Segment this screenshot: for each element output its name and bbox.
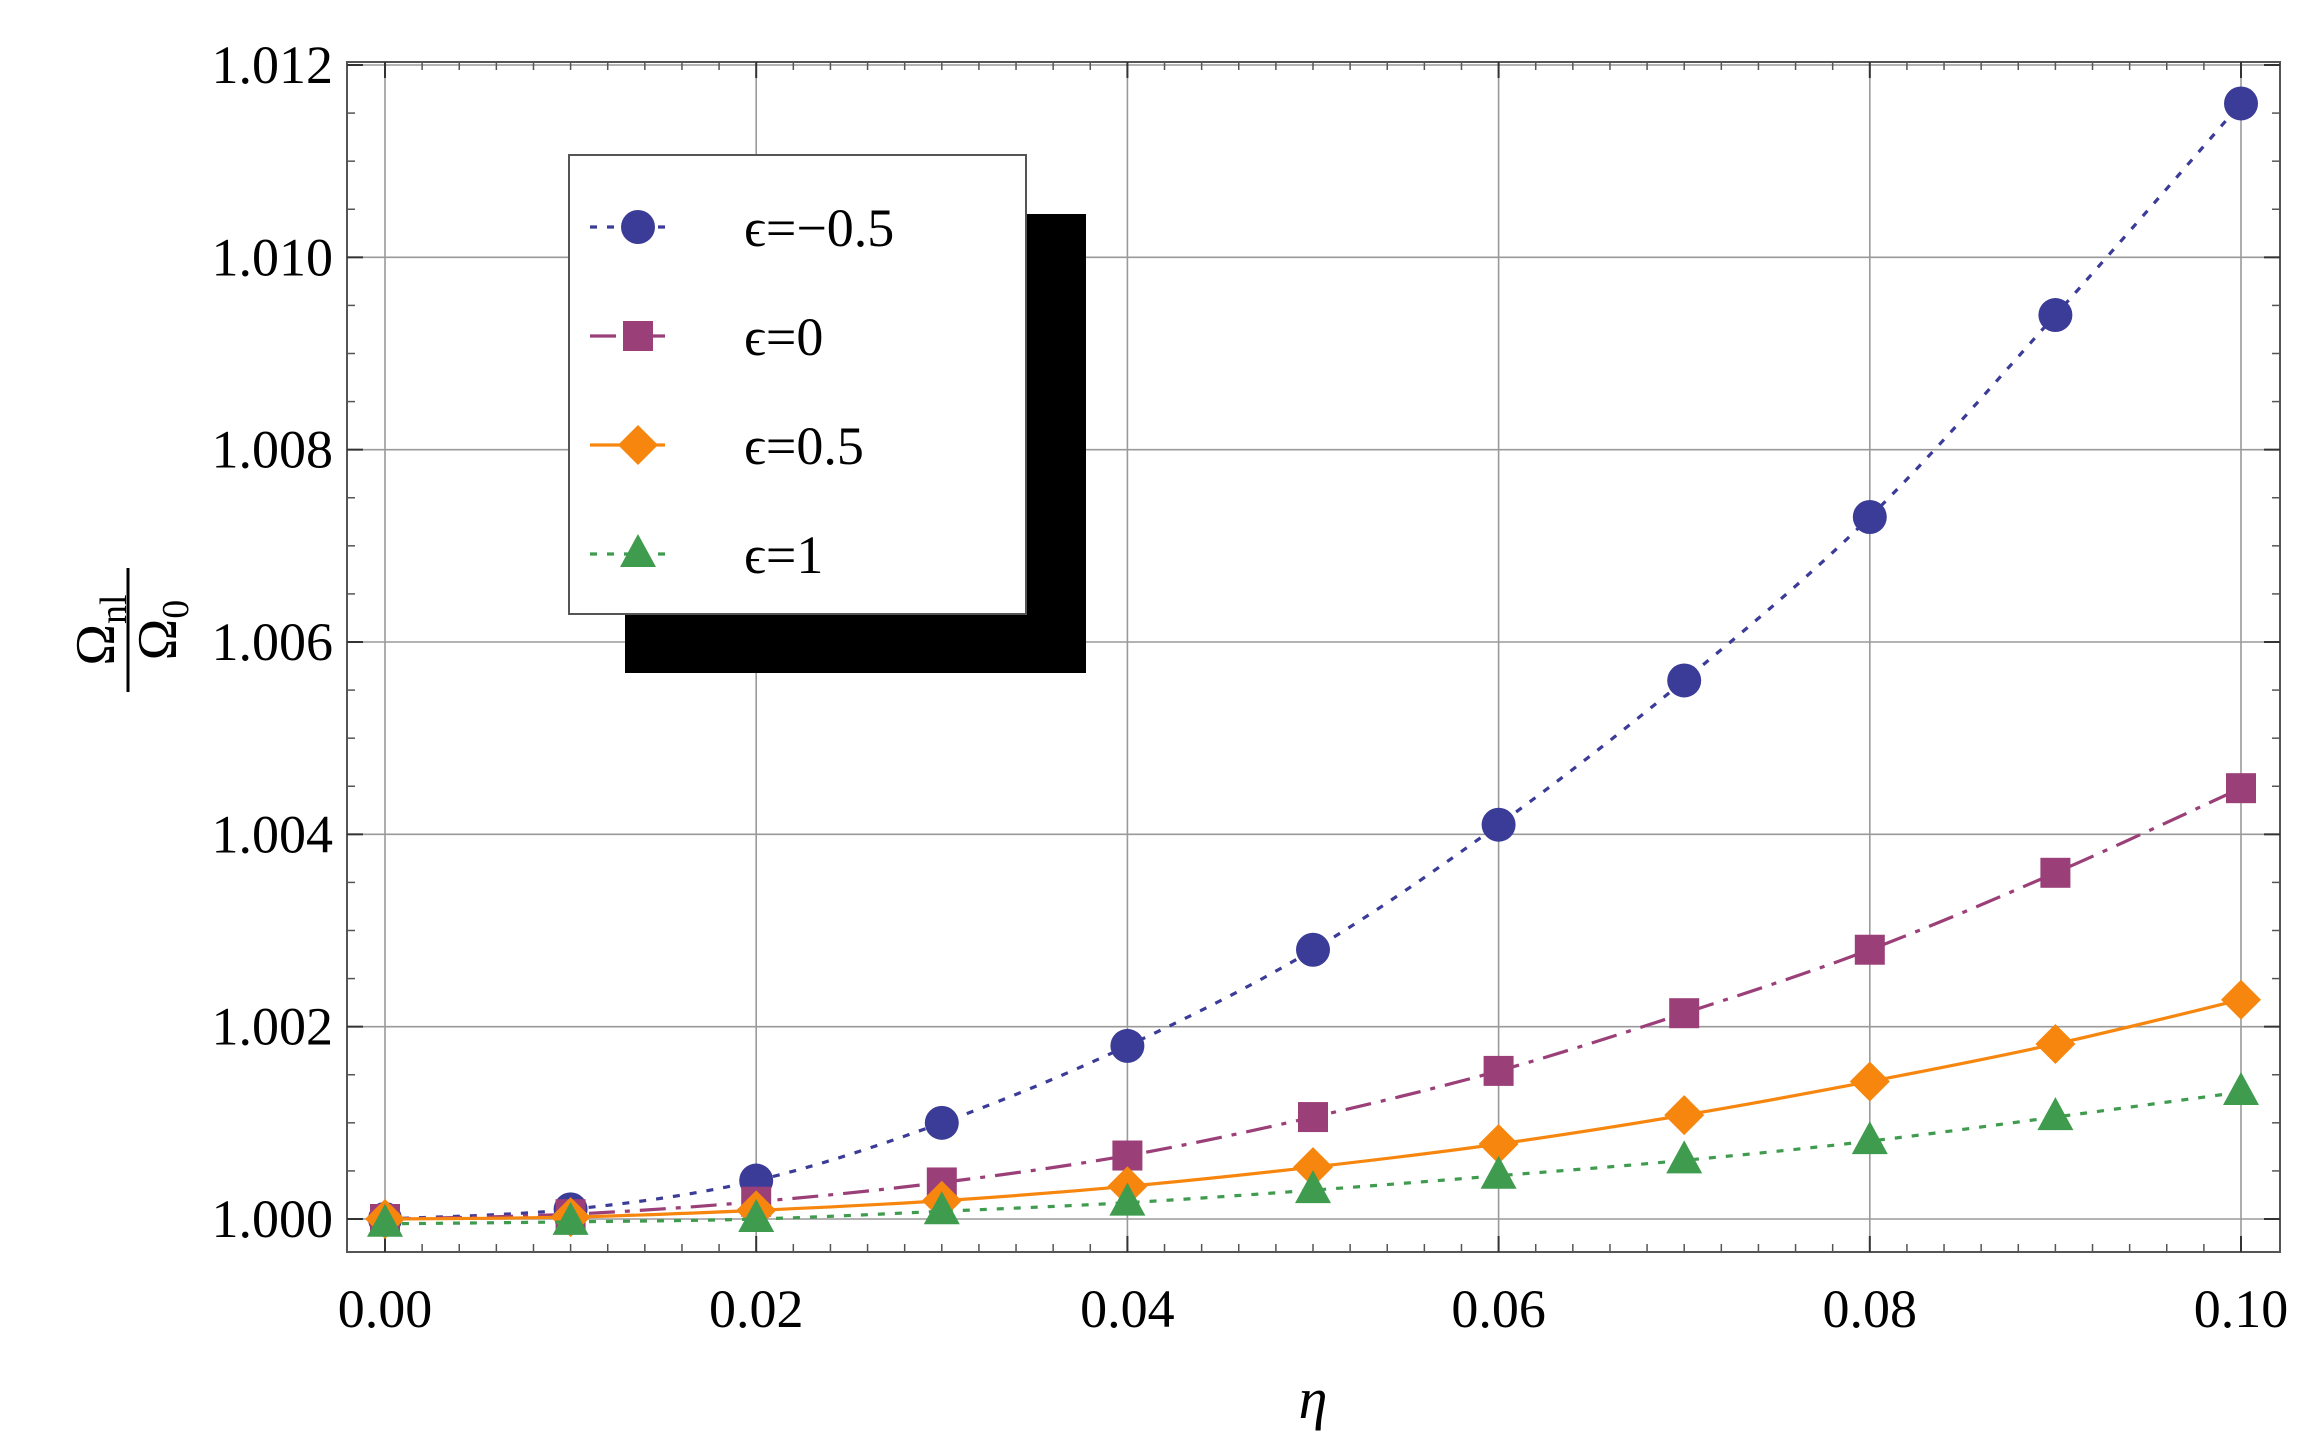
data-point	[1293, 1147, 1333, 1188]
legend-items: ϵ=−0.5 ϵ=0 ϵ=0.5 ϵ=1	[590, 198, 894, 585]
x-axis-label: η	[1299, 1366, 1328, 1431]
data-point	[1109, 1182, 1146, 1216]
data-point	[552, 1201, 589, 1235]
x-tick-label: 0.08	[1823, 1279, 1918, 1339]
y-tick-label: 1.008	[212, 420, 334, 480]
y-label-denominator: Ω0	[127, 600, 197, 661]
legend-marker	[620, 534, 656, 567]
data-point	[367, 1203, 403, 1237]
data-point	[1852, 499, 1887, 534]
data-point	[1483, 1055, 1514, 1086]
data-point	[1296, 932, 1330, 967]
legend-label: ϵ=1	[744, 525, 823, 585]
data-point	[1849, 1061, 1890, 1102]
legend-item-3: ϵ=1	[590, 525, 823, 585]
legend-marker	[623, 321, 653, 351]
data-point	[2224, 86, 2258, 121]
legend-item-0: ϵ=−0.5	[590, 198, 894, 258]
data-point	[1854, 934, 1885, 965]
legend-marker	[618, 425, 658, 465]
data-point	[1851, 1121, 1888, 1155]
x-tick-label: 0.02	[709, 1279, 804, 1339]
x-tick-labels: 0.00 0.02 0.04 0.06 0.08 0.10	[338, 1279, 2289, 1339]
y-tick-label: 1.004	[212, 804, 334, 864]
data-point	[1480, 1155, 1517, 1189]
data-point	[1481, 807, 1516, 842]
y-label-denominator-symbol: Ω	[127, 619, 189, 661]
data-point	[1666, 1140, 1703, 1174]
data-point	[1478, 1123, 1519, 1164]
data-point	[2038, 298, 2073, 333]
y-tick-label: 1.012	[212, 35, 334, 95]
series-3	[367, 1072, 2259, 1237]
y-tick-labels: 1.000 1.002 1.004 1.006 1.008 1.010 1.012	[212, 35, 334, 1249]
y-label-numerator: Ωnl	[65, 594, 135, 665]
data-point	[1664, 1095, 1705, 1136]
x-tick-label: 0.00	[338, 1279, 433, 1339]
ticks	[347, 62, 2280, 1252]
legend-label: ϵ=0	[744, 307, 823, 367]
data-point	[1110, 1028, 1145, 1063]
data-point	[1295, 1170, 1331, 1204]
x-tick-label: 0.04	[1080, 1279, 1175, 1339]
data-point	[1112, 1140, 1143, 1171]
legend-marker	[621, 210, 655, 244]
legend-label: ϵ=0.5	[744, 416, 864, 476]
y-label-numerator-symbol: Ω	[65, 624, 127, 666]
legend: ϵ=−0.5 ϵ=0 ϵ=0.5 ϵ=1	[568, 154, 1086, 673]
legend-label: ϵ=−0.5	[744, 198, 894, 258]
data-point	[2037, 1097, 2074, 1131]
data-point	[738, 1199, 775, 1232]
series-line	[384, 102, 2243, 1221]
x-tick-label: 0.06	[1451, 1279, 1546, 1339]
data-point	[923, 1191, 960, 1225]
data-point	[924, 1105, 959, 1140]
data-point	[2226, 773, 2256, 804]
data-point	[2040, 857, 2071, 888]
data-point	[1298, 1102, 1328, 1133]
x-tick-label: 0.10	[2194, 1279, 2289, 1339]
y-tick-label: 1.006	[212, 612, 334, 672]
data-point	[1669, 998, 1700, 1029]
series-group	[365, 86, 2261, 1239]
data-point	[2223, 1072, 2259, 1106]
data-point	[2221, 979, 2261, 1020]
legend-item-1: ϵ=0	[590, 307, 823, 367]
data-point	[1667, 663, 1702, 698]
y-tick-label: 1.000	[212, 1189, 334, 1249]
data-point	[2035, 1023, 2076, 1064]
y-tick-label: 1.002	[212, 997, 334, 1057]
y-tick-label: 1.010	[212, 227, 334, 287]
y-axis-label: Ωnl Ω0	[65, 568, 197, 692]
legend-item-2: ϵ=0.5	[590, 416, 864, 476]
y-label-denominator-sub: 0	[155, 600, 197, 619]
